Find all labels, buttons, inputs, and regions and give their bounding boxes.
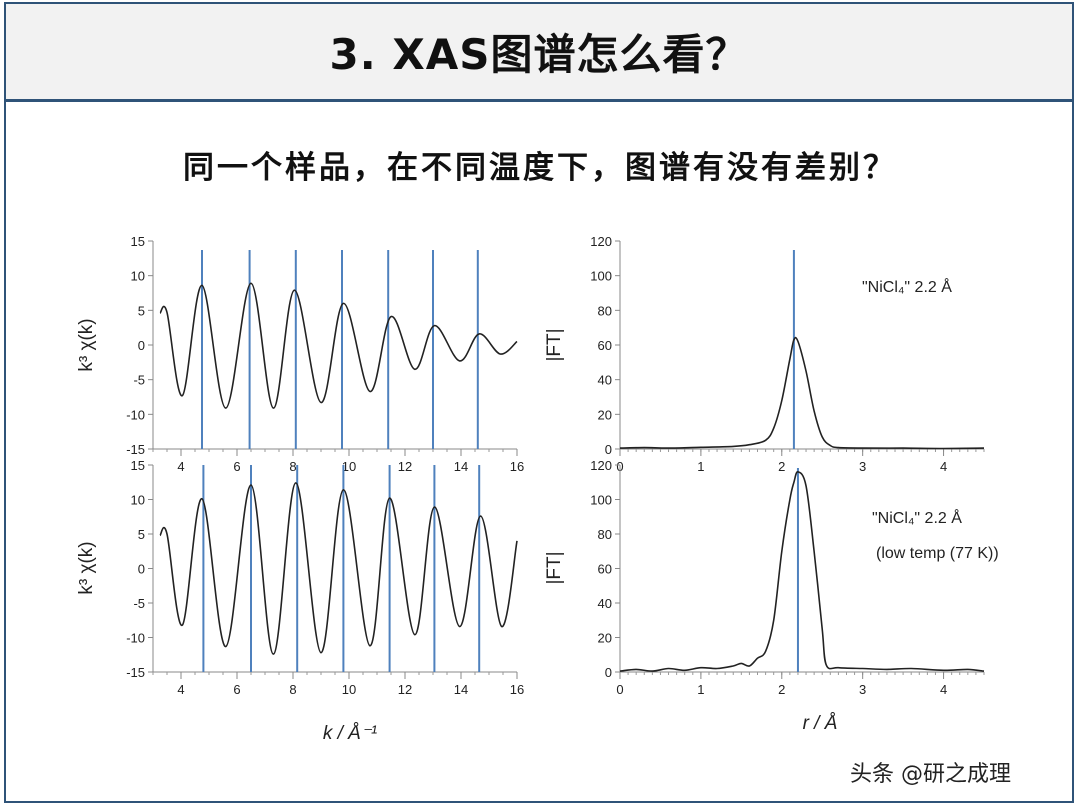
r-space-bottom-x-label: r / Å (803, 713, 838, 734)
k-space-top-y-tick-label: 0 (138, 338, 145, 353)
k-space-top-y-tick-label: -10 (126, 407, 145, 422)
k-space-bottom-y-tick-label: 10 (131, 493, 145, 508)
r-space-bottom-x-tick-label: 2 (778, 682, 785, 697)
k-space-top-x-tick-label: 6 (233, 459, 240, 474)
r-space-bottom-y-tick-label: 0 (605, 665, 612, 680)
k-space-bottom-y-tick-label: 5 (138, 527, 145, 542)
k-space-top-x-tick-label: 8 (289, 459, 296, 474)
r-space-top-x-tick-label: 2 (778, 459, 785, 474)
k-space-bottom-series-line (159, 482, 518, 655)
r-space-bottom-x-tick-label: 0 (616, 682, 623, 697)
k-space-top-y-tick-label: 15 (131, 234, 145, 249)
r-space-bottom-y-tick-label: 40 (598, 596, 612, 611)
k-space-bottom-x-tick-label: 12 (398, 682, 412, 697)
r-space-bottom-y-tick-label: 120 (590, 458, 612, 473)
k-space-bottom-x-label: k / Å⁻¹ (323, 723, 377, 744)
r-space-top-series-line (619, 336, 985, 450)
r-space-bottom-annotation: "NiCl₄" 2.2 Å (872, 508, 962, 527)
k-space-bottom-x-tick-label: 4 (177, 682, 184, 697)
k-space-bottom-y-label: k³ χ(k) (76, 541, 97, 594)
k-space-bottom-x-tick-label: 8 (289, 682, 296, 697)
title-bar: 3. XAS图谱怎么看？ (6, 4, 1072, 102)
r-space-bottom-y-label: |FT| (544, 551, 565, 584)
k-space-bottom-y-tick-label: 15 (131, 458, 145, 473)
r-space-top-y-tick-label: 0 (605, 442, 612, 457)
k-space-bottom-y-tick-label: -10 (126, 631, 145, 646)
k-space-top-x-tick-label: 10 (342, 459, 356, 474)
r-space-bottom-x-tick-label: 3 (859, 682, 866, 697)
r-space-top-y-tick-label: 120 (590, 234, 612, 249)
r-space-bottom-y-tick-label: 100 (590, 493, 612, 508)
watermark: 头条 @研之成理 (850, 762, 1011, 787)
r-space-bottom-series-line (619, 471, 985, 672)
r-space-top-y-tick-label: 40 (598, 373, 612, 388)
k-space-top-x-tick-label: 12 (398, 459, 412, 474)
k-space-bottom-x-tick-label: 16 (510, 682, 524, 697)
r-space-top-annotation: "NiCl₄" 2.2 Å (862, 277, 952, 296)
r-space-bottom-y-tick-label: 20 (598, 631, 612, 646)
r-space-top-x-tick-label: 3 (859, 459, 866, 474)
k-space-bottom-y-tick-label: -15 (126, 665, 145, 680)
r-space-top-y-tick-label: 20 (598, 407, 612, 422)
r-space-top-y-label: |FT| (544, 328, 565, 361)
k-space-top-y-tick-label: 5 (138, 303, 145, 318)
k-space-top-x-tick-label: 14 (454, 459, 468, 474)
r-space-bottom-y-tick-label: 80 (598, 527, 612, 542)
r-space-bottom-x-tick-label: 4 (940, 682, 947, 697)
k-space-top-y-tick-label: -5 (133, 373, 145, 388)
r-space-bottom-x-tick-label: 1 (697, 682, 704, 697)
slide-title: 3. XAS图谱怎么看？ (329, 30, 749, 79)
k-space-bottom-y-tick-label: -5 (133, 596, 145, 611)
k-space-top-y-label: k³ χ(k) (76, 318, 97, 371)
slide-subtitle: 同一个样品，在不同温度下，图谱有没有差别？ (183, 150, 897, 186)
r-space-top-y-tick-label: 100 (590, 269, 612, 284)
r-space-bottom-y-tick-label: 60 (598, 562, 612, 577)
r-space-top-y-tick-label: 60 (598, 338, 612, 353)
r-space-top-y-tick-label: 80 (598, 303, 612, 318)
k-space-bottom-x-tick-label: 10 (342, 682, 356, 697)
k-space-top-x-tick-label: 4 (177, 459, 184, 474)
k-space-bottom-x-tick-label: 14 (454, 682, 468, 697)
k-space-top-x-tick-label: 16 (510, 459, 524, 474)
k-space-top-series-line (159, 282, 518, 409)
slide-frame (4, 2, 1074, 803)
k-space-bottom-y-tick-label: 0 (138, 562, 145, 577)
r-space-bottom-annotation: (low temp (77 K)) (876, 545, 999, 562)
k-space-top-y-tick-label: 10 (131, 269, 145, 284)
r-space-top-x-tick-label: 4 (940, 459, 947, 474)
r-space-top-x-tick-label: 1 (697, 459, 704, 474)
k-space-bottom-x-tick-label: 6 (233, 682, 240, 697)
k-space-top-y-tick-label: -15 (126, 442, 145, 457)
